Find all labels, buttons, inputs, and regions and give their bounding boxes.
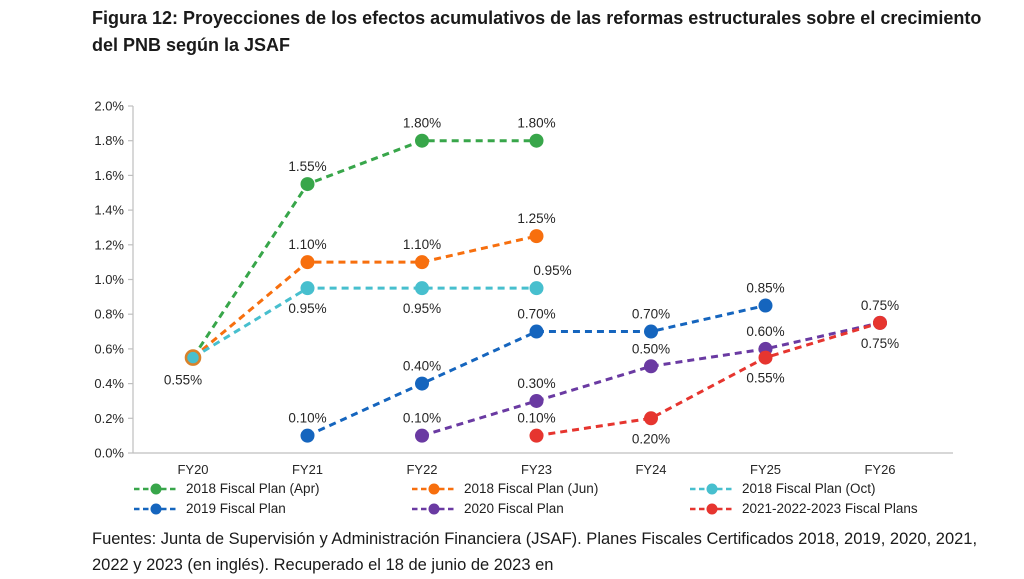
y-axis-tick-label: 1.4%: [94, 203, 124, 218]
data-label: 0.60%: [746, 324, 784, 339]
legend-label: 2018 Fiscal Plan (Jun): [464, 481, 599, 496]
series-4-point-FY24: [644, 359, 658, 374]
data-label: 0.75%: [861, 298, 899, 313]
y-axis-tick-label: 0.0%: [94, 446, 124, 461]
data-label: 1.80%: [517, 116, 555, 131]
series-5-point-FY23: [529, 428, 544, 443]
x-axis-label-FY20: FY20: [177, 462, 208, 477]
data-label: 0.70%: [632, 307, 670, 322]
y-axis-tick-label: 1.6%: [94, 168, 124, 183]
legend-item-4: 2020 Fiscal Plan: [411, 501, 689, 516]
series-line-1: [192, 234, 537, 359]
data-label: 0.20%: [632, 431, 670, 446]
series-3-point-FY23: [529, 324, 544, 339]
x-axis-label-FY23: FY23: [521, 462, 552, 477]
series-1-point-FY22: [415, 255, 429, 270]
y-axis-tick-label: 1.0%: [94, 272, 124, 287]
data-label: 1.10%: [288, 237, 326, 252]
chart-legend: 2018 Fiscal Plan (Apr) 2018 Fiscal Plan (…: [85, 481, 985, 516]
data-label: 0.95%: [288, 301, 326, 316]
series-3-point-FY22: [415, 376, 429, 391]
series-3-point-FY24: [644, 324, 658, 339]
series-5-point-FY25: [758, 350, 773, 365]
x-axis-label-FY22: FY22: [406, 462, 437, 477]
legend-label: 2018 Fiscal Plan (Oct): [742, 481, 876, 496]
data-label: 0.30%: [517, 376, 555, 391]
chart-canvas: 0.0% 0.2% 0.4% 0.6% 0.8% 1.0% 1.2% 1.4% 1.6% 1.8%…: [94, 99, 953, 477]
legend-marker-icon: [690, 483, 734, 494]
series-line-2: [192, 286, 537, 359]
legend-dot: [706, 483, 718, 494]
series-line-0: [191, 139, 537, 359]
legend-label: 2018 Fiscal Plan (Apr): [186, 481, 320, 496]
series-3-point-FY21: [300, 428, 315, 443]
data-label: 0.10%: [403, 411, 441, 426]
data-label: 0.10%: [288, 411, 326, 426]
series-2-point-FY21: [300, 281, 315, 296]
series-0-point-FY21: [300, 177, 315, 192]
data-label: 0.55%: [746, 371, 784, 386]
legend-dot: [428, 503, 440, 514]
data-label: 0.10%: [517, 411, 555, 426]
data-label: 1.80%: [403, 116, 441, 131]
data-label: 0.85%: [746, 281, 784, 296]
series-1-point-FY23: [529, 229, 544, 244]
y-axis-tick-label: 1.2%: [94, 237, 124, 252]
figure-title: Figura 12: Proyecciones de los efectos a…: [92, 8, 982, 55]
shared-origin-point: [184, 349, 202, 366]
figure-source-note: Fuentes: Junta de Supervisión y Administ…: [92, 530, 978, 575]
series-2-point-FY23: [529, 281, 544, 296]
legend-marker-icon: [412, 483, 456, 494]
legend-item-1: 2018 Fiscal Plan (Jun): [411, 481, 689, 496]
legend-dot: [428, 483, 440, 494]
series-0-point-FY23: [529, 133, 544, 148]
series-1-point-FY21: [300, 255, 315, 270]
legend-label: 2021-2022-2023 Fiscal Plans: [742, 501, 918, 516]
data-label: 1.55%: [288, 159, 326, 174]
legend-marker-icon: [412, 503, 456, 514]
data-label: 0.40%: [403, 359, 441, 374]
legend-item-3: 2019 Fiscal Plan: [133, 501, 411, 516]
x-axis-label-FY25: FY25: [750, 462, 781, 477]
legend-label: 2020 Fiscal Plan: [464, 501, 564, 516]
legend-label: 2019 Fiscal Plan: [186, 501, 286, 516]
data-label: 0.95%: [403, 301, 441, 316]
legend-marker-icon: [134, 503, 178, 514]
data-label: 0.55%: [164, 373, 202, 388]
series-line-5: [536, 321, 881, 438]
series-2-point-FY22: [415, 281, 429, 296]
x-axis-label-FY21: FY21: [292, 462, 323, 477]
legend-item-2: 2018 Fiscal Plan (Oct): [689, 481, 985, 496]
y-axis-tick-label: 0.8%: [94, 307, 124, 322]
series-3-point-FY25: [758, 298, 773, 313]
data-label: 0.50%: [632, 341, 670, 356]
series-5-point-FY24: [644, 411, 658, 426]
projection-line-chart: 0.0% 0.2% 0.4% 0.6% 0.8% 1.0% 1.2% 1.4% 1.6% 1.8%…: [85, 96, 965, 484]
x-axis-label-FY26: FY26: [864, 462, 895, 477]
series-4-point-FY22: [415, 428, 429, 443]
data-label: 0.95%: [533, 263, 571, 278]
data-label: 0.70%: [517, 307, 555, 322]
legend-dot: [150, 483, 162, 494]
legend-dot: [150, 503, 162, 514]
data-label: 0.75%: [861, 336, 899, 351]
y-axis-tick-label: 0.2%: [94, 411, 124, 426]
y-axis-tick-label: 1.8%: [94, 133, 124, 148]
y-axis-tick-label: 0.4%: [94, 376, 124, 391]
legend-dot: [706, 503, 718, 514]
x-axis-label-FY24: FY24: [635, 462, 666, 477]
legend-item-0: 2018 Fiscal Plan (Apr): [133, 481, 411, 496]
series-5-point-FY26: [873, 315, 887, 330]
legend-marker-icon: [690, 503, 734, 514]
data-label: 1.25%: [517, 211, 555, 226]
series-0-point-FY22: [415, 133, 429, 148]
series-4-point-FY23: [529, 393, 544, 408]
legend-marker-icon: [134, 483, 178, 494]
legend-item-5: 2021-2022-2023 Fiscal Plans: [689, 501, 985, 516]
y-axis-tick-label: 2.0%: [94, 99, 124, 114]
y-axis-tick-label: 0.6%: [94, 341, 124, 356]
data-label: 1.10%: [403, 237, 441, 252]
